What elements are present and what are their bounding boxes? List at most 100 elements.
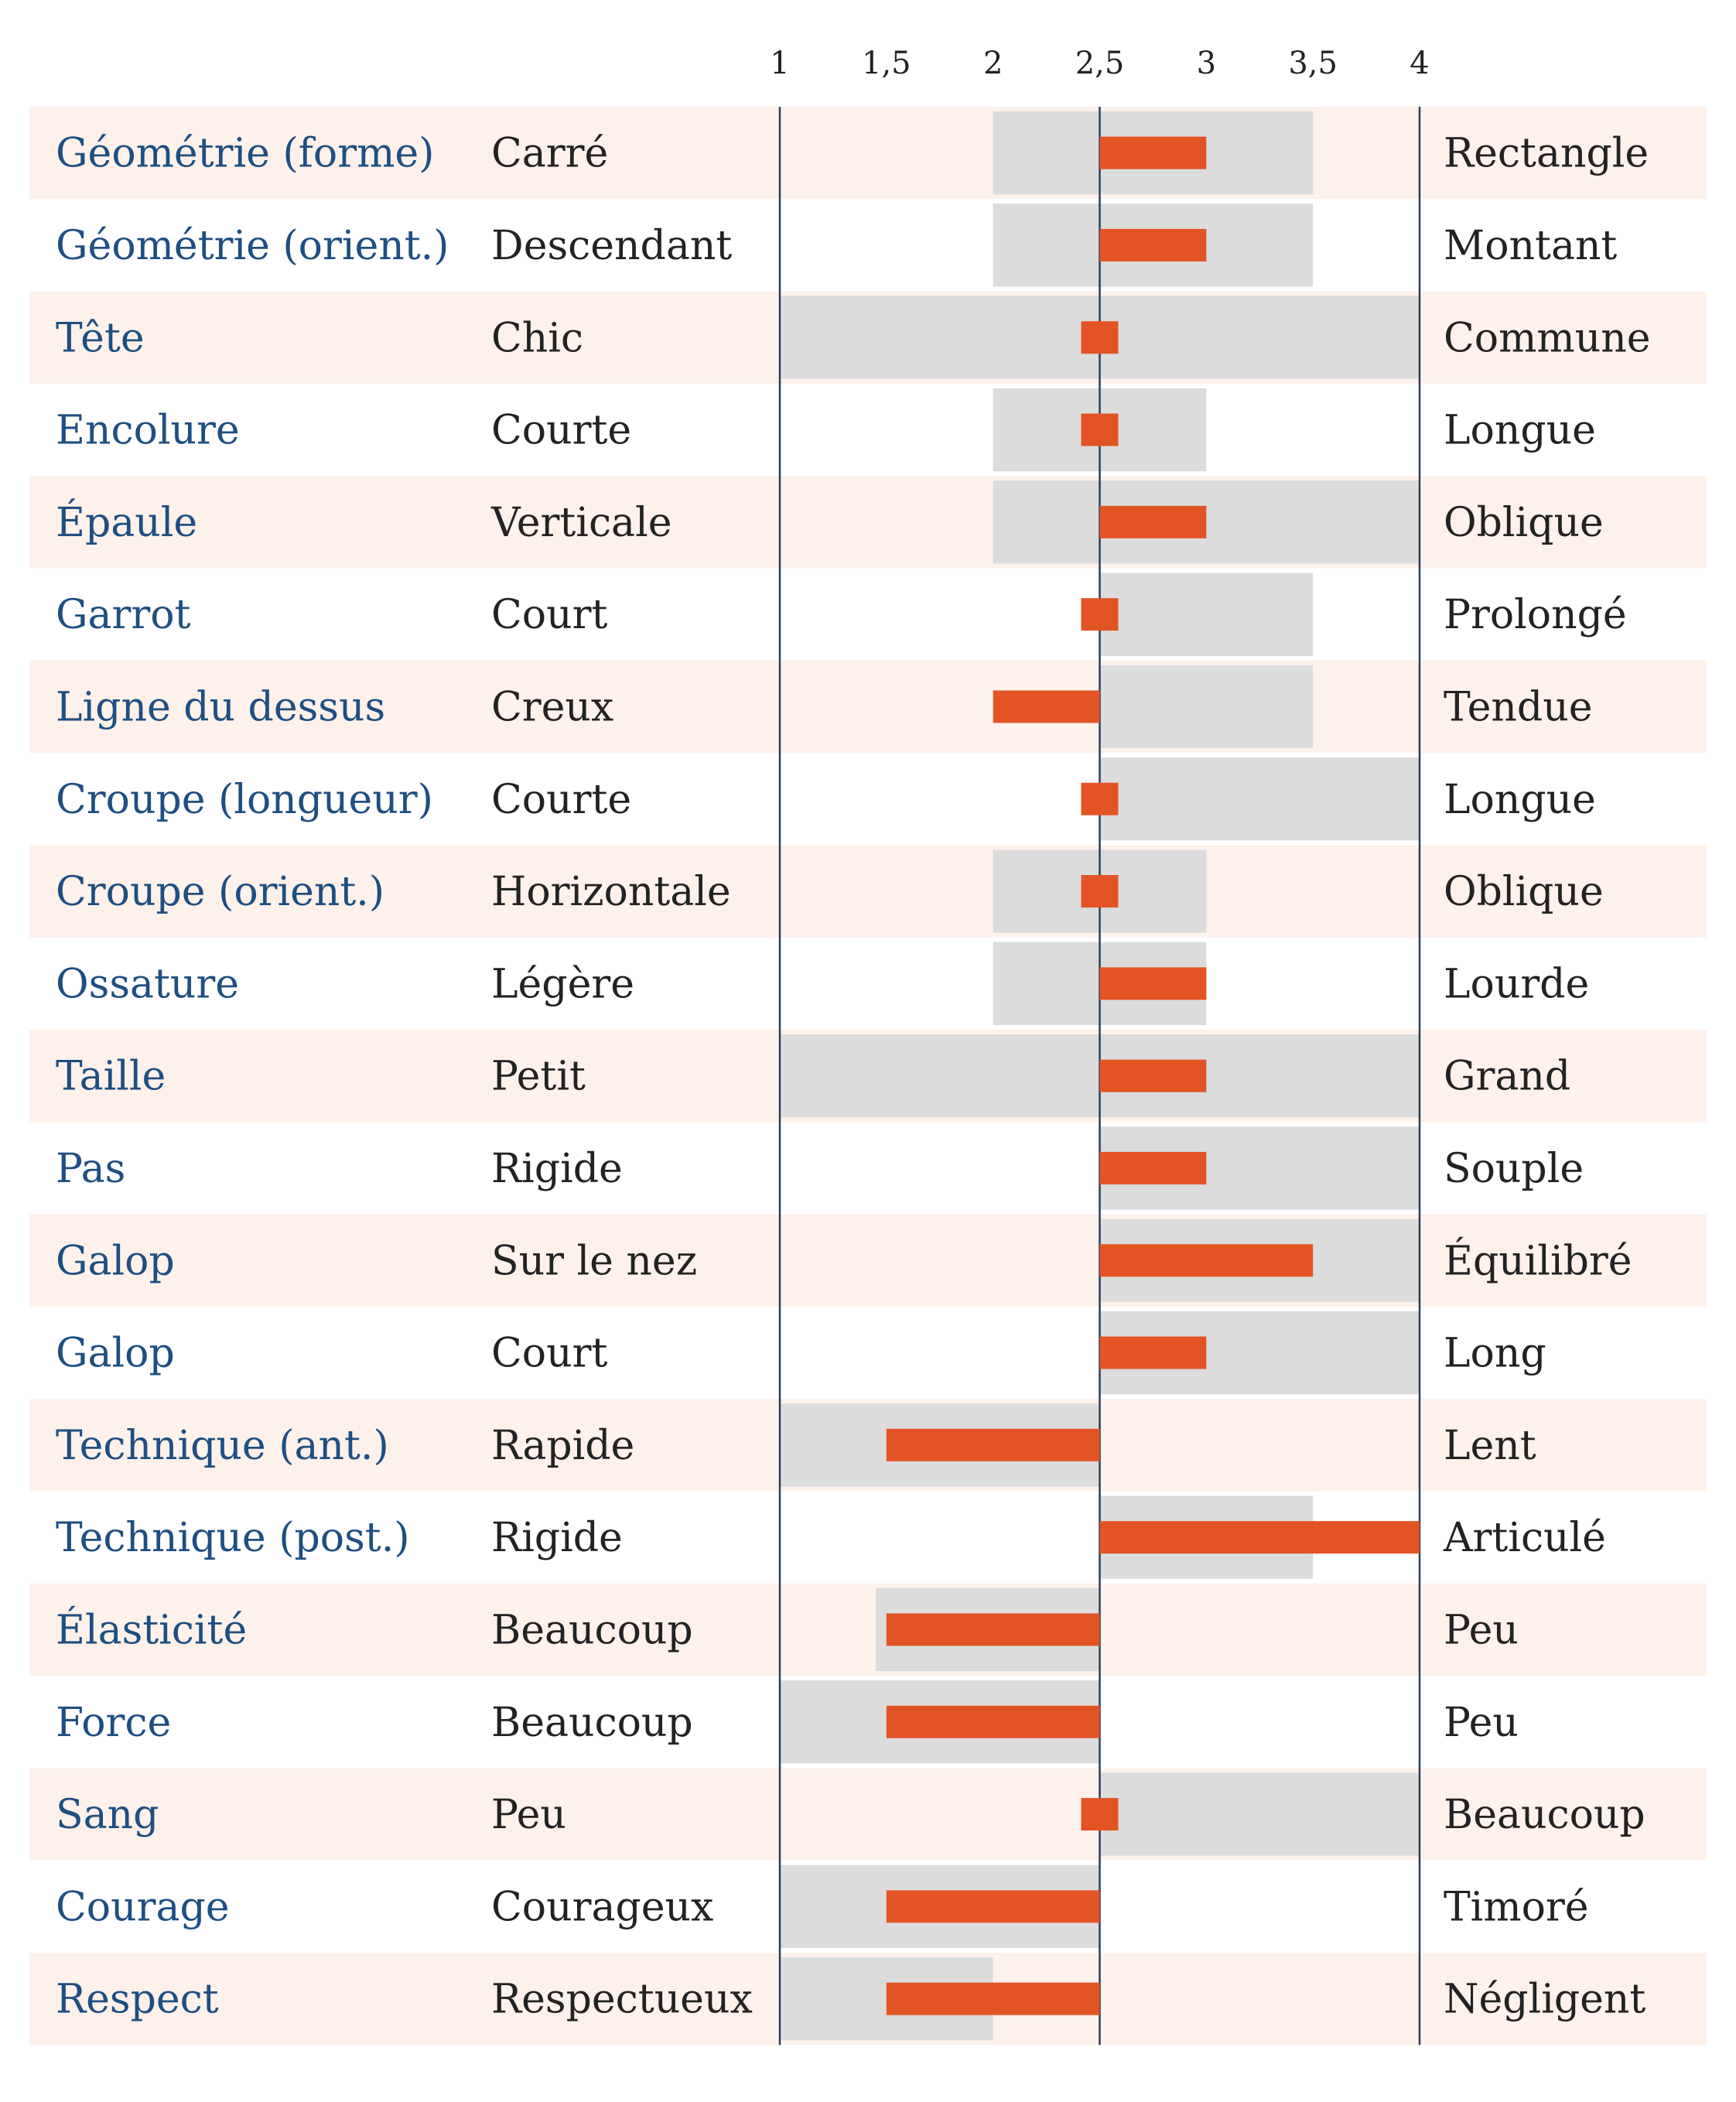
value-bar: [1081, 321, 1119, 354]
row-band: [29, 660, 1707, 754]
range-bar: [1099, 1772, 1420, 1856]
tick-label: 1,5: [862, 46, 911, 81]
high-pole-label: Montant: [1444, 223, 1617, 269]
value-bar: [1081, 1798, 1119, 1831]
value-bar: [1081, 782, 1119, 815]
value-bar: [993, 690, 1100, 723]
value-bar: [886, 1428, 1100, 1461]
value-bar: [1081, 598, 1119, 631]
low-pole-label: Courte: [491, 777, 631, 823]
low-pole-label: Peu: [491, 1792, 566, 1838]
trait-label: Élasticité: [56, 1605, 247, 1653]
trait-label: Technique (post.): [56, 1515, 410, 1561]
high-pole-label: Commune: [1444, 315, 1650, 361]
value-bar: [1099, 228, 1207, 261]
high-pole-label: Longue: [1444, 777, 1596, 823]
trait-label: Sang: [56, 1792, 159, 1838]
value-bar: [1099, 1244, 1314, 1277]
high-pole-label: Long: [1444, 1331, 1546, 1377]
row-band: [29, 1583, 1707, 1676]
low-pole-label: Court: [491, 592, 607, 638]
low-pole-label: Rapide: [491, 1423, 634, 1469]
tick-labels: 1 1,5 2 2,5 3 3,5 4: [770, 46, 1429, 81]
low-pole-label: Creux: [491, 684, 613, 730]
high-pole-label: Timoré: [1444, 1884, 1589, 1930]
low-pole-label: Courte: [491, 408, 631, 454]
tick-label: 2,5: [1075, 46, 1125, 81]
value-bar: [1099, 1151, 1207, 1184]
tick-label: 1: [770, 46, 789, 81]
high-pole-label: Grand: [1444, 1054, 1570, 1100]
trait-label: Géométrie (orient.): [56, 223, 449, 269]
low-pole-label: Rigide: [491, 1146, 623, 1192]
row-band: [29, 476, 1707, 569]
low-pole-label: Horizontale: [491, 869, 731, 915]
high-pole-label: Articulé: [1443, 1515, 1606, 1561]
high-pole-label: Négligent: [1444, 1977, 1645, 2023]
value-bar: [1081, 413, 1119, 446]
low-pole-label: Rigide: [491, 1515, 623, 1561]
value-bar: [886, 1890, 1100, 1923]
trait-label: Force: [56, 1700, 171, 1746]
high-pole-label: Lourde: [1444, 961, 1589, 1007]
row-band: [29, 1214, 1707, 1307]
value-bar: [886, 1705, 1100, 1738]
trait-label: Ossature: [56, 961, 239, 1007]
value-bar: [886, 1982, 1100, 2015]
range-bar: [1099, 572, 1314, 656]
row-labels: Géométrie (forme) Carré Rectangle Géométrie…: [56, 131, 1650, 2023]
trait-label: Garrot: [56, 592, 191, 638]
tick-label: 3: [1197, 46, 1216, 81]
value-bar: [1099, 1059, 1207, 1092]
high-pole-label: Équilibré: [1444, 1236, 1632, 1284]
trait-label: Croupe (longueur): [56, 777, 433, 823]
row-band: [29, 1768, 1707, 1861]
high-pole-label: Prolongé: [1444, 592, 1627, 638]
value-bar: [1099, 505, 1207, 538]
high-pole-label: Peu: [1444, 1700, 1519, 1746]
trait-label: Épaule: [56, 498, 197, 546]
low-pole-label: Chic: [491, 315, 583, 361]
low-pole-label: Descendant: [491, 223, 732, 269]
low-pole-label: Sur le nez: [491, 1238, 697, 1284]
low-pole-label: Verticale: [490, 500, 672, 546]
high-pole-label: Rectangle: [1444, 131, 1649, 177]
high-pole-label: Oblique: [1444, 869, 1604, 915]
trait-label: Ligne du dessus: [56, 684, 385, 730]
low-pole-label: Court: [491, 1331, 607, 1377]
trait-label: Croupe (orient.): [56, 869, 384, 915]
trait-label: Encolure: [56, 408, 240, 454]
high-pole-label: Peu: [1444, 1607, 1519, 1653]
high-pole-label: Lent: [1444, 1423, 1536, 1469]
low-pole-label: Légère: [491, 961, 634, 1007]
tick-label: 3,5: [1288, 46, 1338, 81]
high-pole-label: Tendue: [1444, 684, 1592, 730]
value-bar: [1099, 136, 1207, 169]
row-band: [29, 845, 1707, 938]
trait-label: Courage: [56, 1884, 230, 1930]
low-pole-label: Carré: [491, 131, 608, 177]
low-pole-label: Respectueux: [491, 1977, 753, 2023]
high-pole-label: Beaucoup: [1444, 1792, 1645, 1838]
trait-label: Galop: [56, 1238, 175, 1284]
trait-label: Pas: [56, 1146, 125, 1192]
high-pole-label: Oblique: [1444, 500, 1604, 546]
trait-label: Taille: [56, 1054, 166, 1100]
range-bar: [1099, 757, 1420, 841]
low-pole-label: Petit: [491, 1054, 586, 1100]
trait-label: Tête: [56, 315, 145, 361]
trait-label: Respect: [56, 1977, 219, 2023]
tick-label: 2: [983, 46, 1003, 81]
value-bar: [1099, 967, 1207, 1000]
value-bars: [886, 136, 1420, 2015]
high-pole-label: Souple: [1444, 1146, 1584, 1192]
value-bar: [1081, 875, 1119, 908]
tick-label: 4: [1410, 46, 1429, 81]
trait-label: Géométrie (forme): [56, 131, 434, 177]
value-bar: [886, 1613, 1100, 1646]
low-pole-label: Beaucoup: [491, 1607, 693, 1653]
row-band: [29, 107, 1707, 200]
value-bar: [1099, 1336, 1207, 1369]
high-pole-label: Longue: [1444, 408, 1596, 454]
